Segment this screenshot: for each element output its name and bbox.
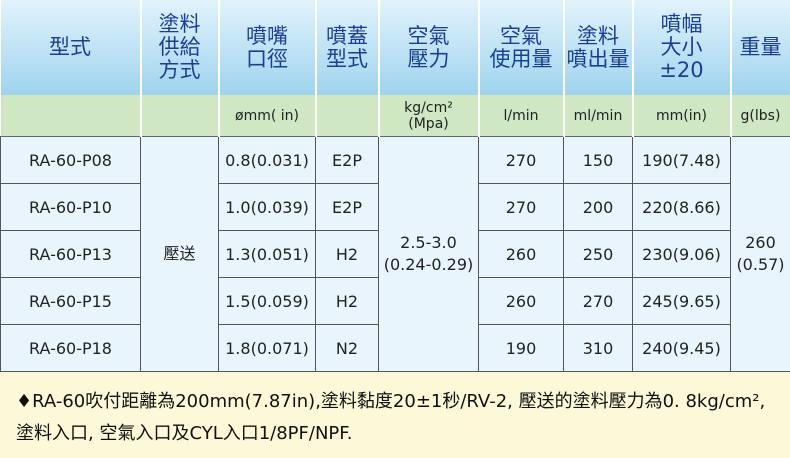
data-row: RA-60-P08 壓送 0.8(0.031) E2P 2.5-3.0 (0.24-0.2…	[0, 136, 790, 372]
cell: RA-60-P08	[0, 136, 141, 184]
cell: 1.0(0.039)	[218, 183, 316, 231]
data-row: RA-60-P15 1.5(0.059) H2 260 270 245(9.65)	[0, 277, 790, 325]
unit-cell	[0, 95, 142, 137]
cell: 240(9.45)	[632, 324, 731, 372]
header-cell: 噴蓋 型式	[315, 0, 380, 95]
header-cell: 重量	[730, 0, 790, 95]
cell: E2P	[315, 183, 379, 231]
cell: 1.5(0.059)	[218, 277, 316, 325]
data-row: RA-60-P10 1.0(0.039) E2P 270 200 220(8.66)	[0, 183, 790, 231]
unit-cell: ømm( in)	[218, 95, 317, 137]
unit-cell: ml/min	[563, 95, 634, 137]
cell: E2P	[315, 136, 379, 184]
cell: 270	[478, 136, 564, 184]
cell: RA-60-P10	[0, 183, 141, 231]
unit-cell: l/min	[478, 95, 565, 137]
header-cell: 型式	[0, 0, 142, 95]
header-cell: 噴嘴 口徑	[218, 0, 317, 95]
header-cell: 噴幅 大小 ±20	[632, 0, 732, 95]
header-row: 型式 塗料 供給 方式 噴嘴 口徑 噴蓋 型式 空氣 壓力 空氣 使用量 塗料 噴出量 噴幅 大小 ±20 重量	[0, 0, 790, 95]
cell: N2	[315, 324, 379, 372]
footnote: ♦RA-60吹付距離為200mm(7.87in),塗料黏度20±1秒/RV-2,…	[0, 372, 790, 458]
header-cell: 塗料 供給 方式	[140, 0, 220, 95]
cell: H2	[315, 277, 379, 325]
cell: 190(7.48)	[632, 136, 731, 184]
cell: 245(9.65)	[632, 277, 731, 325]
cell: 250	[563, 230, 633, 278]
cell: 260	[478, 277, 564, 325]
cell: RA-60-P15	[0, 277, 141, 325]
table-body: ømm( in) kg/cm² (Mpa) l/min ml/min mm(in)…	[0, 95, 790, 372]
unit-cell: mm(in)	[632, 95, 732, 137]
units-row: ømm( in) kg/cm² (Mpa) l/min ml/min mm(in)…	[0, 95, 790, 137]
merged-cell: 2.5-3.0 (0.24-0.29)	[378, 136, 479, 372]
data-row: RA-60-P13 1.3(0.051) H2 260 250 230(9.06)	[0, 230, 790, 278]
unit-cell: g(lbs)	[730, 95, 790, 137]
cell: 270	[478, 183, 564, 231]
cell: 220(8.66)	[632, 183, 731, 231]
cell: 0.8(0.031)	[218, 136, 316, 184]
header-cell: 空氣 使用量	[478, 0, 565, 95]
header-cell: 塗料 噴出量	[563, 0, 634, 95]
cell: 1.8(0.071)	[218, 324, 316, 372]
cell: 200	[563, 183, 633, 231]
cell: 260	[478, 230, 564, 278]
unit-cell: kg/cm² (Mpa)	[378, 95, 480, 137]
unit-cell	[140, 95, 220, 137]
unit-cell	[315, 95, 380, 137]
cell: RA-60-P18	[0, 324, 141, 372]
cell: 230(9.06)	[632, 230, 731, 278]
cell: 190	[478, 324, 564, 372]
spec-table: 型式 塗料 供給 方式 噴嘴 口徑 噴蓋 型式 空氣 壓力 空氣 使用量 塗料 噴出量 噴幅 大小 ±20 重量 …	[0, 0, 790, 372]
data-row: RA-60-P18 1.8(0.071) N2 190 310 240(9.45)	[0, 324, 790, 372]
cell: H2	[315, 230, 379, 278]
cell: 270	[563, 277, 633, 325]
header-cell: 空氣 壓力	[378, 0, 480, 95]
merged-cell: 260 (0.57)	[730, 136, 790, 372]
merged-cell: 壓送	[140, 136, 219, 372]
cell: 150	[563, 136, 633, 184]
cell: RA-60-P13	[0, 230, 141, 278]
cell: 310	[563, 324, 633, 372]
cell: 1.3(0.051)	[218, 230, 316, 278]
